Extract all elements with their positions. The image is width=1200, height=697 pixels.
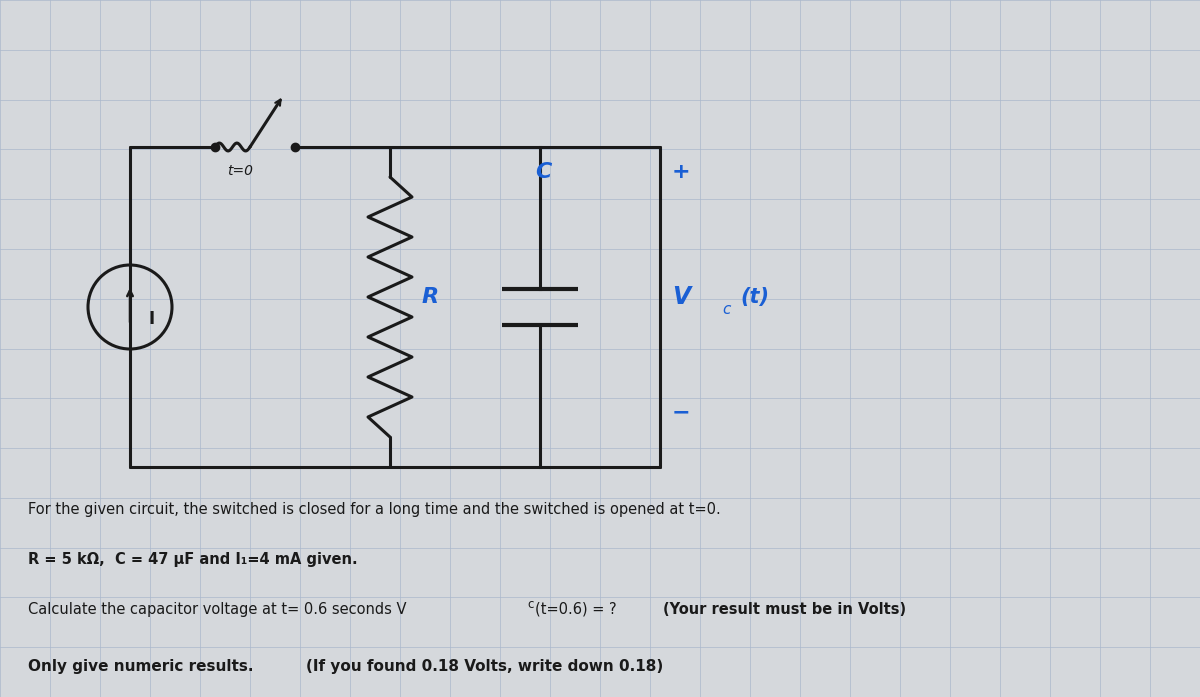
- Text: +: +: [672, 162, 691, 182]
- Text: I: I: [148, 310, 154, 328]
- Text: (Your result must be in Volts): (Your result must be in Volts): [662, 602, 906, 617]
- Text: Only give numeric results.: Only give numeric results.: [28, 659, 259, 674]
- Text: Calculate the capacitor voltage at t= 0.6 seconds V: Calculate the capacitor voltage at t= 0.…: [28, 602, 407, 617]
- Text: C: C: [535, 162, 551, 182]
- Text: c: c: [528, 598, 534, 611]
- Text: For the given circuit, the switched is closed for a long time and the switched i: For the given circuit, the switched is c…: [28, 502, 721, 517]
- Text: (If you found 0.18 Volts, write down 0.18): (If you found 0.18 Volts, write down 0.1…: [306, 659, 664, 674]
- Text: −: −: [672, 402, 691, 422]
- Text: R = 5 kΩ,  C = 47 µF and I₁=4 mA given.: R = 5 kΩ, C = 47 µF and I₁=4 mA given.: [28, 552, 358, 567]
- Text: (t=0.6) = ?: (t=0.6) = ?: [535, 602, 626, 617]
- Text: c: c: [722, 302, 731, 316]
- Text: t=0: t=0: [227, 164, 253, 178]
- Text: V: V: [672, 285, 690, 309]
- Text: R: R: [422, 287, 439, 307]
- Text: (t): (t): [740, 287, 769, 307]
